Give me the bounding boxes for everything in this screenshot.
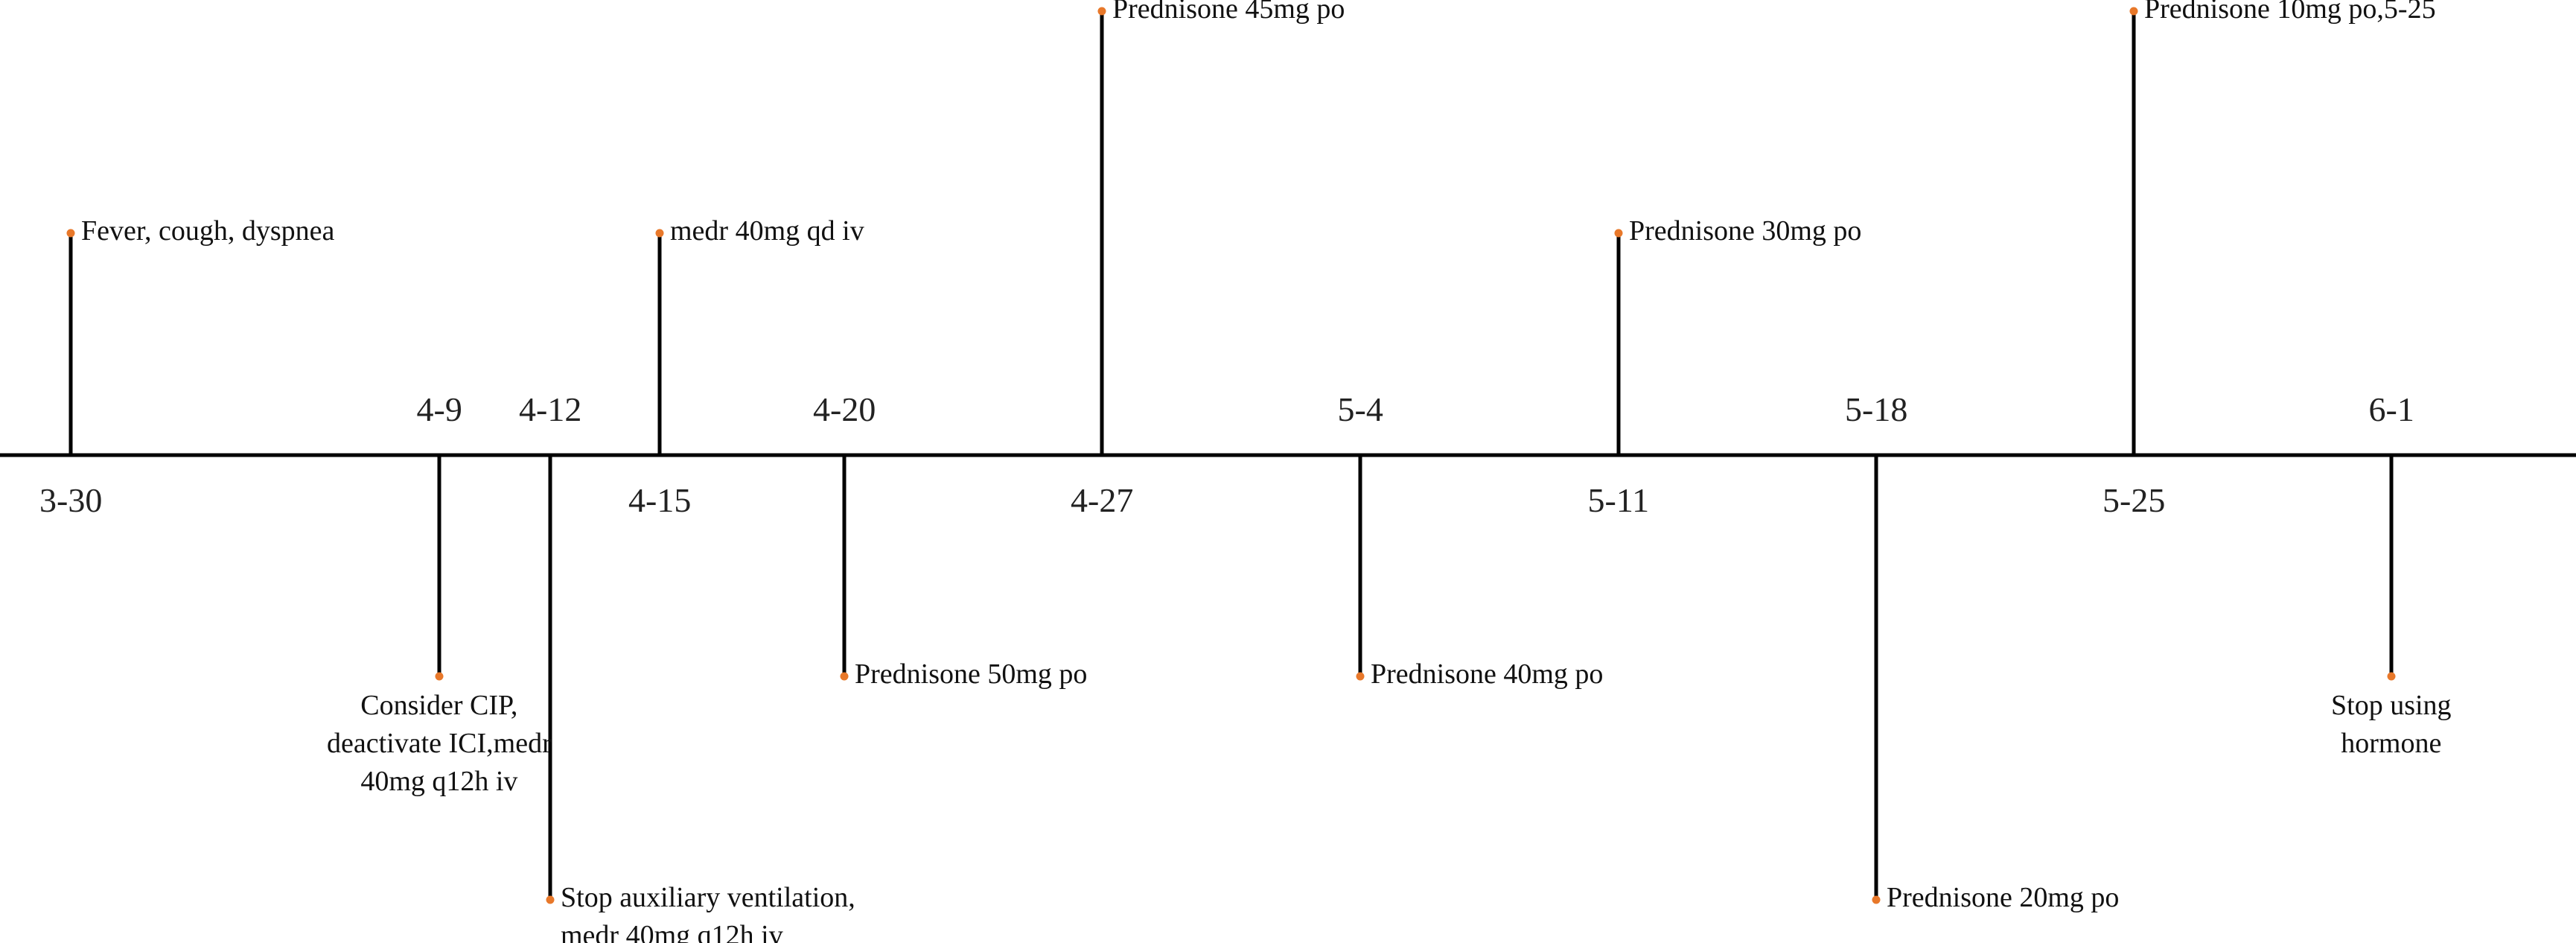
event-marker-dot bbox=[2129, 7, 2138, 16]
event-date: 6-1 bbox=[2368, 390, 2414, 428]
event-label: Fever, cough, dyspnea bbox=[81, 212, 334, 250]
event-label-line: Consider CIP, bbox=[360, 690, 518, 721]
event-date: 5-4 bbox=[1337, 390, 1383, 428]
event-marker-dot bbox=[1097, 7, 1106, 16]
event-label-line: Prednisone 20mg po bbox=[1887, 882, 2120, 913]
event-label: Prednisone 50mg po bbox=[855, 655, 1087, 693]
event-label-line: Prednisone 50mg po bbox=[855, 658, 1088, 690]
event-label: Prednisone 20mg po bbox=[1887, 879, 2119, 917]
event-label-line: Prednisone 45mg po bbox=[1112, 0, 1345, 25]
event-date: 4-20 bbox=[813, 390, 876, 428]
event-label-line: hormone bbox=[2341, 728, 2442, 759]
event-label: Stop auxiliary ventilation, medr 40mg q12… bbox=[561, 879, 855, 943]
event-date: 4-15 bbox=[628, 481, 692, 519]
event-label-line: Prednisone 40mg po bbox=[1371, 658, 1604, 690]
event-date: 4-12 bbox=[519, 390, 582, 428]
event-marker-dot bbox=[840, 672, 849, 681]
event-marker-dot bbox=[1872, 895, 1881, 904]
event-label-line: Prednisone 30mg po bbox=[1629, 215, 1862, 247]
event-date: 4-9 bbox=[416, 390, 462, 428]
event-date: 5-11 bbox=[1587, 481, 1650, 519]
event-date: 5-18 bbox=[1845, 390, 1908, 428]
event-label: Prednisone 40mg po bbox=[1371, 655, 1603, 693]
event-label-line: Stop using bbox=[2331, 690, 2452, 721]
event-label: Stop using hormone bbox=[2331, 687, 2452, 763]
event-label-line: Prednisone 10mg po,5-25 bbox=[2144, 0, 2436, 25]
event-marker-dot bbox=[546, 895, 555, 904]
event-marker-dot bbox=[655, 229, 664, 238]
event-date: 4-27 bbox=[1071, 481, 1134, 519]
event-marker-dot bbox=[435, 672, 444, 681]
event-label-line: Stop auxiliary ventilation, bbox=[561, 882, 855, 913]
event-label: medr 40mg qd iv bbox=[670, 212, 864, 250]
event-label-line: 40mg q12h iv bbox=[360, 766, 518, 797]
event-marker-dot bbox=[2387, 672, 2396, 681]
event-label-line: Fever, cough, dyspnea bbox=[81, 215, 335, 247]
event-label-line: deactivate ICI,medr bbox=[327, 728, 552, 759]
event-date: 5-25 bbox=[2102, 481, 2166, 519]
event-date: 3-30 bbox=[39, 481, 103, 519]
event-label: Prednisone 45mg po bbox=[1112, 0, 1345, 28]
event-label-line: medr 40mg qd iv bbox=[670, 215, 864, 247]
event-marker-dot bbox=[66, 229, 75, 238]
event-label: Consider CIP, deactivate ICI,medr 40mg q12… bbox=[327, 687, 552, 801]
event-marker-dot bbox=[1356, 672, 1365, 681]
event-label: Prednisone 30mg po bbox=[1629, 212, 1861, 250]
event-marker-dot bbox=[1614, 229, 1623, 238]
event-label: Prednisone 10mg po,5-25 bbox=[2144, 0, 2436, 28]
event-label-line: medr 40mg q12h iv bbox=[561, 920, 783, 943]
